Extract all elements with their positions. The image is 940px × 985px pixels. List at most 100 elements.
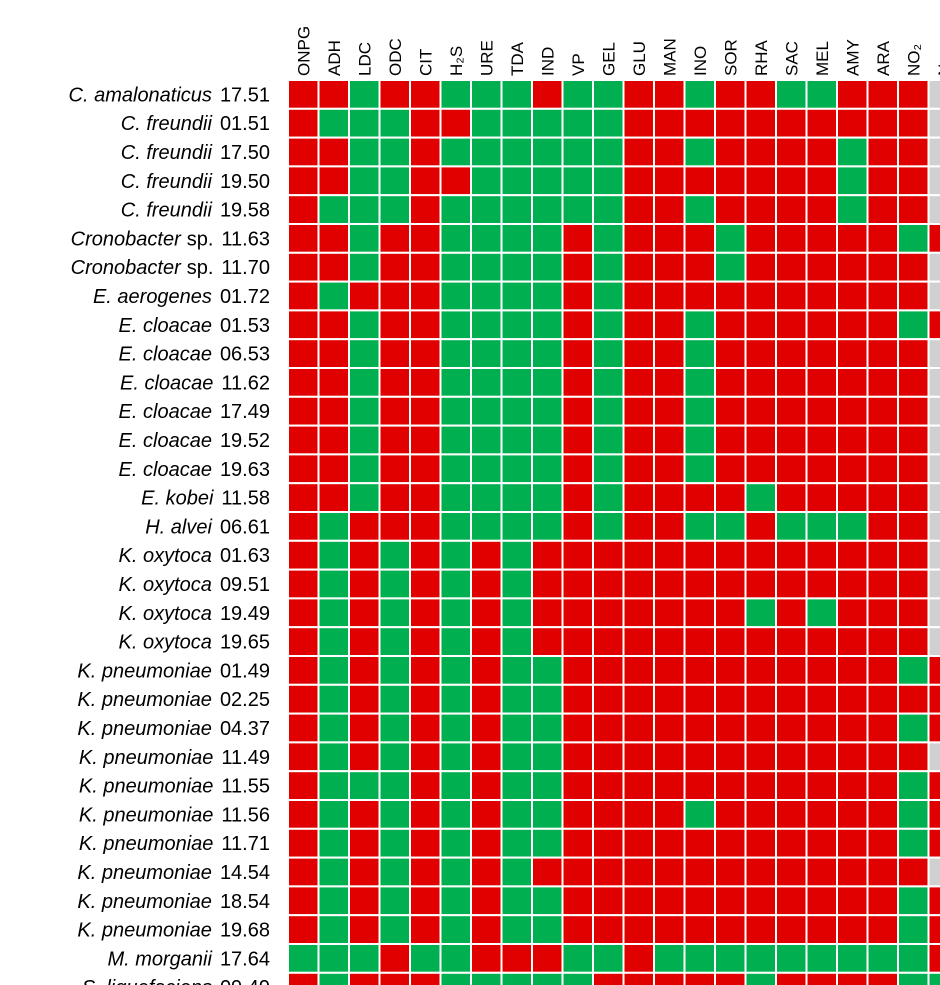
heatmap-cell xyxy=(744,597,777,629)
heatmap-cell xyxy=(409,453,442,485)
heatmap-cell xyxy=(409,683,442,715)
heatmap-cell xyxy=(775,597,808,629)
heatmap-cell xyxy=(653,856,686,888)
heatmap-cell xyxy=(836,338,869,370)
row-code: 02.25 xyxy=(220,689,270,711)
heatmap-cell xyxy=(683,943,716,974)
heatmap-cell xyxy=(378,683,411,715)
heatmap-cell xyxy=(561,539,594,571)
heatmap-cell xyxy=(287,626,320,658)
heatmap-cell xyxy=(866,223,899,254)
heatmap-cell xyxy=(531,770,564,802)
row-code: 19.52 xyxy=(220,430,270,452)
heatmap-cell xyxy=(592,395,625,427)
heatmap-cell xyxy=(470,655,503,686)
column-label: LDC xyxy=(355,42,374,76)
row-label: K. pneumoniae 11.56 xyxy=(79,804,270,826)
heatmap-cell xyxy=(653,597,686,629)
heatmap-cell xyxy=(836,856,869,888)
row-species: E. cloacae xyxy=(119,401,212,423)
heatmap-cell xyxy=(592,511,625,542)
heatmap-cell xyxy=(561,741,594,773)
heatmap-cell xyxy=(561,885,594,917)
heatmap-cell xyxy=(805,597,838,629)
row-species: K. pneumoniae xyxy=(77,920,212,942)
column-label: VP xyxy=(569,53,588,76)
heatmap-cell xyxy=(287,482,320,514)
heatmap-cell xyxy=(866,79,899,110)
heatmap-cell xyxy=(287,309,320,341)
heatmap-cell xyxy=(622,770,655,802)
heatmap-cell xyxy=(805,453,838,485)
heatmap-cell xyxy=(409,943,442,974)
heatmap-cell xyxy=(409,165,442,197)
row-suffix: sp. xyxy=(187,228,214,250)
heatmap-cell xyxy=(744,107,777,139)
row-label: E. cloacae 17.49 xyxy=(119,401,270,423)
heatmap-cell xyxy=(561,597,594,629)
heatmap-cell xyxy=(683,453,716,485)
heatmap-cell xyxy=(744,482,777,514)
heatmap-cell xyxy=(866,827,899,859)
heatmap-cell xyxy=(500,511,533,542)
heatmap-cell xyxy=(592,338,625,370)
heatmap-cell xyxy=(805,712,838,744)
heatmap-cell xyxy=(622,712,655,744)
heatmap-cell xyxy=(836,107,869,139)
heatmap-cell xyxy=(409,770,442,802)
heatmap-cell xyxy=(378,885,411,917)
row-suffix: sp. xyxy=(187,257,214,279)
heatmap-cell xyxy=(439,223,472,254)
row-species: E. cloacae xyxy=(119,315,212,337)
heatmap-cell xyxy=(409,655,442,686)
heatmap-cell xyxy=(592,223,625,254)
heatmap-cell xyxy=(378,712,411,744)
heatmap-cell xyxy=(378,453,411,485)
heatmap-cell xyxy=(805,395,838,427)
heatmap-cell xyxy=(653,799,686,830)
heatmap-cell xyxy=(622,367,655,398)
heatmap-cell xyxy=(500,655,533,686)
heatmap-cell xyxy=(470,251,503,283)
heatmap-cell xyxy=(348,107,381,139)
heatmap-cell xyxy=(348,683,381,715)
heatmap-cell xyxy=(622,856,655,888)
heatmap-cell xyxy=(805,165,838,197)
heatmap-cell xyxy=(897,309,930,341)
heatmap-cell xyxy=(836,683,869,715)
heatmap-cell xyxy=(500,539,533,571)
heatmap-cell xyxy=(348,79,381,110)
heatmap-cell xyxy=(805,194,838,225)
heatmap-cell xyxy=(348,539,381,571)
heatmap-cell xyxy=(470,971,503,985)
row-code: 19.63 xyxy=(220,459,270,481)
heatmap-cell xyxy=(287,799,320,830)
heatmap-cell xyxy=(439,597,472,629)
heatmap-cell xyxy=(317,453,350,485)
heatmap-cell xyxy=(500,453,533,485)
row-code: 19.58 xyxy=(220,200,270,222)
heatmap-cell xyxy=(348,165,381,197)
heatmap-cell xyxy=(592,309,625,341)
heatmap-cell xyxy=(653,395,686,427)
heatmap-cell xyxy=(317,539,350,571)
heatmap-cell xyxy=(409,799,442,830)
heatmap-cell xyxy=(744,280,777,312)
heatmap-cell xyxy=(500,712,533,744)
heatmap-cell xyxy=(561,280,594,312)
heatmap-cell xyxy=(744,338,777,370)
heatmap-cell xyxy=(927,194,940,225)
row-code: 18.54 xyxy=(220,891,270,913)
heatmap-cell xyxy=(317,770,350,802)
heatmap-cell xyxy=(287,136,320,168)
heatmap-cell xyxy=(348,482,381,514)
row-species: K. pneumoniae xyxy=(79,833,214,855)
heatmap-cell xyxy=(775,136,808,168)
heatmap-cell xyxy=(561,770,594,802)
heatmap-cell xyxy=(653,741,686,773)
heatmap-cell xyxy=(897,453,930,485)
heatmap-cell xyxy=(287,453,320,485)
heatmap-cell xyxy=(561,683,594,715)
heatmap-cell xyxy=(927,482,940,514)
heatmap-cell xyxy=(805,943,838,974)
